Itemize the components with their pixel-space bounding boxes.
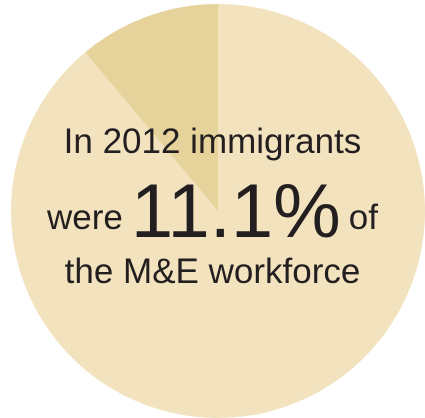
pie-slice-2 <box>85 4 218 211</box>
callout-line-1: In 2012 immigrants <box>63 122 362 161</box>
callout-line-3: the M&E workforce <box>64 252 361 291</box>
callout-percent: 11.1% <box>130 169 341 254</box>
callout-prefix: were <box>47 198 123 237</box>
callout-line-2: were 11.1% of <box>0 174 425 250</box>
callout-suffix: of <box>348 198 378 237</box>
pie-slice-1 <box>10 4 425 418</box>
